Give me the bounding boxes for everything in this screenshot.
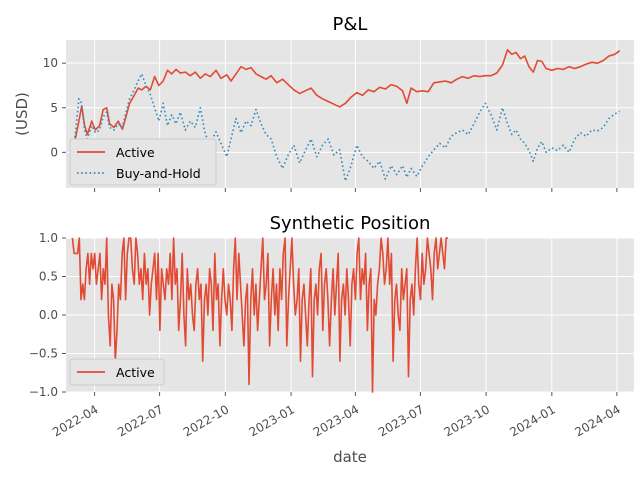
legend-label-active-position: Active	[116, 365, 155, 380]
legend-label-active: Active	[116, 145, 155, 160]
pnl-y-axis-label: (USD)	[13, 92, 31, 136]
pnl-y-tick-label: 5	[50, 101, 58, 115]
pnl-legend: Active Buy-and-Hold	[69, 138, 217, 186]
pnl-gridlines	[66, 40, 634, 188]
active-pnl-line	[71, 49, 621, 156]
legend-label-buy-and-hold: Buy-and-Hold	[116, 166, 201, 181]
position-y-ticks: −1.0 −0.5 0.0 0.5 1.0	[29, 231, 66, 399]
x-tick-label: 2024-04	[572, 402, 622, 439]
active-position-line	[71, 237, 448, 393]
x-tick-label: 2022-10	[181, 402, 231, 439]
pnl-x-tick-marks	[94, 188, 618, 192]
x-tick-label: 2023-01	[247, 402, 297, 439]
position-legend: Active	[69, 358, 165, 386]
position-y-tick-label: 0.0	[39, 308, 58, 322]
position-y-tick-label: 1.0	[39, 231, 58, 245]
buy-and-hold-pnl-line	[71, 73, 621, 182]
pnl-series	[71, 49, 621, 182]
x-tick-label: 2022-07	[115, 402, 165, 439]
position-y-tick-label: −1.0	[29, 385, 58, 399]
position-title: Synthetic Position	[270, 213, 431, 234]
position-x-ticks: 2022-04 2022-07 2022-10 2023-01 2023-04 2023-…	[50, 392, 623, 439]
pnl-y-tick-label: 10	[43, 56, 58, 70]
pnl-legend-box	[69, 138, 217, 186]
pnl-y-ticks: 0 5 10	[43, 56, 66, 159]
x-tick-label: 2023-04	[311, 402, 361, 439]
position-legend-box	[69, 358, 165, 386]
x-tick-label: 2022-04	[50, 402, 100, 439]
x-tick-label: 2024-01	[507, 402, 557, 439]
pnl-panel: 0 5 10 P&L (USD) Active Buy-and-Hold	[13, 14, 634, 192]
x-tick-label: 2023-07	[376, 402, 426, 439]
position-y-tick-label: −0.5	[29, 347, 58, 361]
x-axis-label: date	[333, 448, 367, 466]
x-tick-label: 2023-10	[442, 402, 492, 439]
position-series	[71, 237, 448, 393]
pnl-title: P&L	[333, 14, 368, 35]
position-panel: −1.0−0.50.00.51.0 2022-04 2022-07 2022-10 2…	[29, 213, 634, 466]
position-y-tick-label: 0.5	[39, 270, 58, 284]
pnl-y-tick-label: 0	[50, 145, 58, 159]
